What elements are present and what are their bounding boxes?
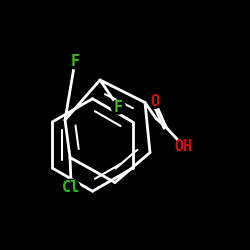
Circle shape (111, 100, 125, 114)
Text: Cl: Cl (62, 180, 80, 196)
Text: OH: OH (174, 139, 193, 154)
Text: F: F (70, 54, 80, 69)
Text: O: O (150, 94, 160, 110)
Circle shape (62, 179, 80, 197)
Circle shape (149, 96, 161, 108)
Circle shape (68, 54, 82, 69)
Text: F: F (114, 100, 123, 114)
Circle shape (176, 138, 192, 154)
